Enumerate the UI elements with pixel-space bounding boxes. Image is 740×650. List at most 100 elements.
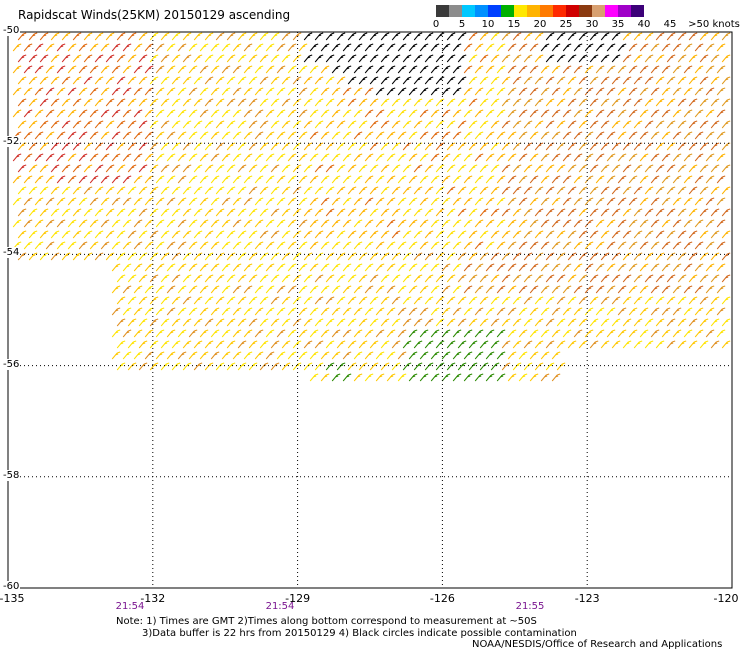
wind-barb: [199, 65, 209, 74]
wind-barb: [226, 340, 236, 349]
wind-barb: [116, 54, 126, 63]
wind-barb: [501, 230, 511, 239]
wind-barb: [56, 65, 66, 74]
wind-barb: [419, 87, 429, 96]
wind-barb: [452, 43, 462, 52]
wind-barb: [331, 131, 341, 140]
wind-barb: [688, 230, 698, 239]
wind-barb: [468, 120, 478, 129]
wind-barb: [496, 307, 506, 316]
wind-barb: [463, 43, 473, 52]
wind-barb: [644, 32, 654, 41]
wind-barb: [419, 197, 429, 206]
wind-barb: [188, 43, 198, 52]
wind-barb: [270, 296, 280, 305]
wind-barb: [369, 252, 379, 261]
wind-barb: [705, 285, 715, 294]
wind-barb: [325, 362, 335, 371]
wind-barb: [386, 351, 396, 360]
wind-barb: [600, 32, 610, 41]
wind-barb: [259, 142, 269, 151]
wind-barb: [545, 76, 555, 85]
wind-barb: [600, 252, 610, 261]
wind-barb: [166, 197, 176, 206]
wind-barb: [485, 219, 495, 228]
wind-barb: [204, 164, 214, 173]
wind-barb: [210, 351, 220, 360]
wind-barb: [215, 142, 225, 151]
wind-barb: [661, 241, 671, 250]
wind-barb: [677, 340, 687, 349]
wind-barb: [397, 241, 407, 250]
wind-barb: [325, 230, 335, 239]
wind-barb: [534, 98, 544, 107]
wind-barb: [358, 98, 368, 107]
wind-barb: [133, 285, 143, 294]
wind-barb: [72, 142, 82, 151]
wind-barb: [243, 131, 253, 140]
wind-barb: [578, 318, 588, 327]
wind-barb: [259, 32, 269, 41]
wind-barb: [199, 351, 209, 360]
wind-barb: [314, 32, 324, 41]
wind-barb: [127, 252, 137, 261]
wind-barb: [232, 197, 242, 206]
wind-barb: [446, 186, 456, 195]
wind-barb: [45, 175, 55, 184]
wind-barb: [413, 274, 423, 283]
wind-barb: [171, 252, 181, 261]
wind-barb: [402, 252, 412, 261]
wind-barb: [23, 197, 33, 206]
wind-barb: [105, 76, 115, 85]
wind-barb: [463, 373, 473, 382]
wind-barb: [243, 351, 253, 360]
wind-barb: [199, 87, 209, 96]
wind-barb: [463, 329, 473, 338]
wind-barb: [127, 120, 137, 129]
wind-barb: [485, 373, 495, 382]
wind-barb: [666, 186, 676, 195]
wind-barb: [298, 131, 308, 140]
wind-barb: [127, 76, 137, 85]
wind-barb: [122, 307, 132, 316]
wind-barb: [177, 175, 187, 184]
legend-swatch: [553, 5, 566, 17]
wind-barb: [133, 241, 143, 250]
wind-barb: [523, 186, 533, 195]
wind-barb: [122, 241, 132, 250]
wind-barb: [545, 252, 555, 261]
wind-barb: [105, 98, 115, 107]
wind-barb: [105, 186, 115, 195]
wind-barb: [375, 307, 385, 316]
wind-barb: [61, 76, 71, 85]
wind-barb: [61, 54, 71, 63]
wind-barb: [589, 54, 599, 63]
wind-barb: [160, 362, 170, 371]
wind-barb: [699, 340, 709, 349]
wind-barb: [402, 54, 412, 63]
wind-barb: [435, 54, 445, 63]
wind-barb: [485, 43, 495, 52]
wind-barb: [556, 230, 566, 239]
wind-barb: [23, 219, 33, 228]
wind-barb: [529, 43, 539, 52]
wind-barb: [490, 120, 500, 129]
wind-barb: [408, 175, 418, 184]
wind-barb: [485, 153, 495, 162]
wind-barb: [600, 340, 610, 349]
wind-barb: [512, 230, 522, 239]
wind-barb: [650, 307, 660, 316]
wind-barb: [606, 109, 616, 118]
wind-barb: [463, 285, 473, 294]
wind-barb: [369, 98, 379, 107]
wind-barb: [56, 241, 66, 250]
wind-barb: [694, 65, 704, 74]
wind-barb: [595, 43, 605, 52]
wind-barb: [166, 175, 176, 184]
wind-barb: [287, 241, 297, 250]
wind-barb: [347, 274, 357, 283]
wind-barb: [287, 329, 297, 338]
wind-barb: [375, 153, 385, 162]
wind-barb: [369, 76, 379, 85]
wind-barb: [485, 175, 495, 184]
